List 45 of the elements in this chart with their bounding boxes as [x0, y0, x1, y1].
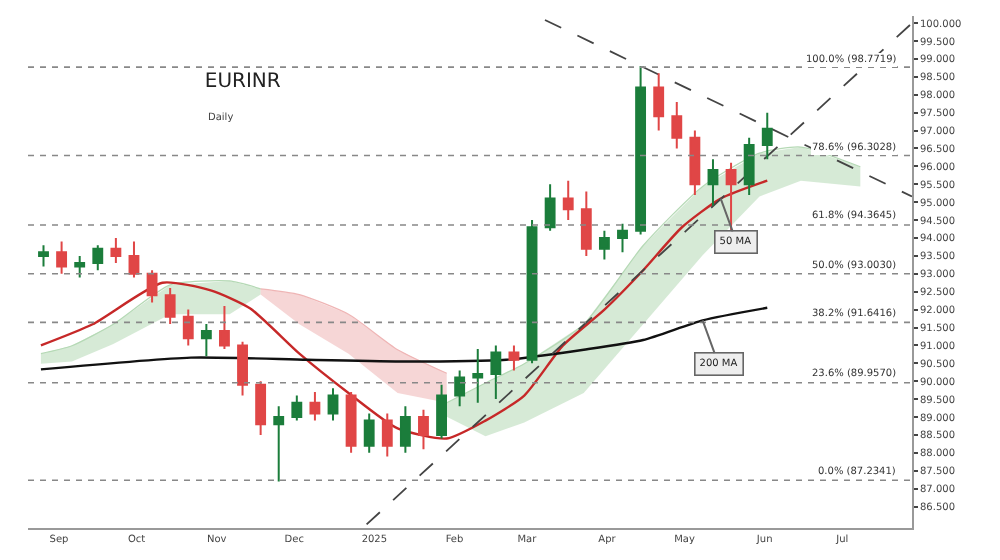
candlestick: [56, 240, 68, 275]
candlestick: [436, 383, 447, 440]
candlestick: [399, 405, 411, 454]
candlestick: [544, 183, 556, 232]
candlestick: [237, 340, 248, 397]
candlestick: [38, 244, 49, 268]
candlestick: [671, 100, 683, 150]
candlestick: [725, 161, 737, 232]
candlestick: [635, 65, 647, 236]
candlestick: [381, 412, 393, 458]
candlestick: [598, 229, 610, 261]
candlestick: [110, 236, 122, 265]
candlestick: [508, 344, 520, 372]
candlestick: [219, 305, 230, 350]
candlestick: [418, 408, 429, 451]
candlestick: [273, 405, 285, 483]
candlestick: [761, 111, 773, 161]
candlestick: [164, 287, 176, 325]
line-series: [39, 306, 769, 371]
candlestick: [617, 222, 628, 254]
candlestick: [490, 344, 502, 401]
candlestick: [743, 136, 755, 197]
candlestick: [74, 254, 86, 279]
candlestick: [472, 347, 484, 404]
candlestick: [309, 390, 321, 422]
candlestick: [291, 394, 303, 422]
candlestick: [255, 380, 267, 436]
text: EURINR: [204, 70, 281, 93]
candlestick: [580, 190, 592, 257]
candlestick: [200, 322, 212, 358]
candlestick: [562, 179, 574, 222]
line-series: [39, 179, 769, 440]
candlestick: [707, 158, 719, 207]
candlestick: [526, 219, 538, 365]
candlestick: [653, 72, 665, 132]
candlestick: [689, 129, 701, 197]
candlestick: [327, 387, 339, 422]
line-series: [260, 288, 448, 374]
candlestick: [182, 308, 194, 347]
candlestick: [128, 240, 140, 279]
candlestick: [92, 244, 104, 272]
candlestick: [454, 369, 466, 408]
candlestick: [363, 412, 375, 454]
candlestick: [345, 390, 357, 454]
candlestick: [146, 269, 158, 304]
